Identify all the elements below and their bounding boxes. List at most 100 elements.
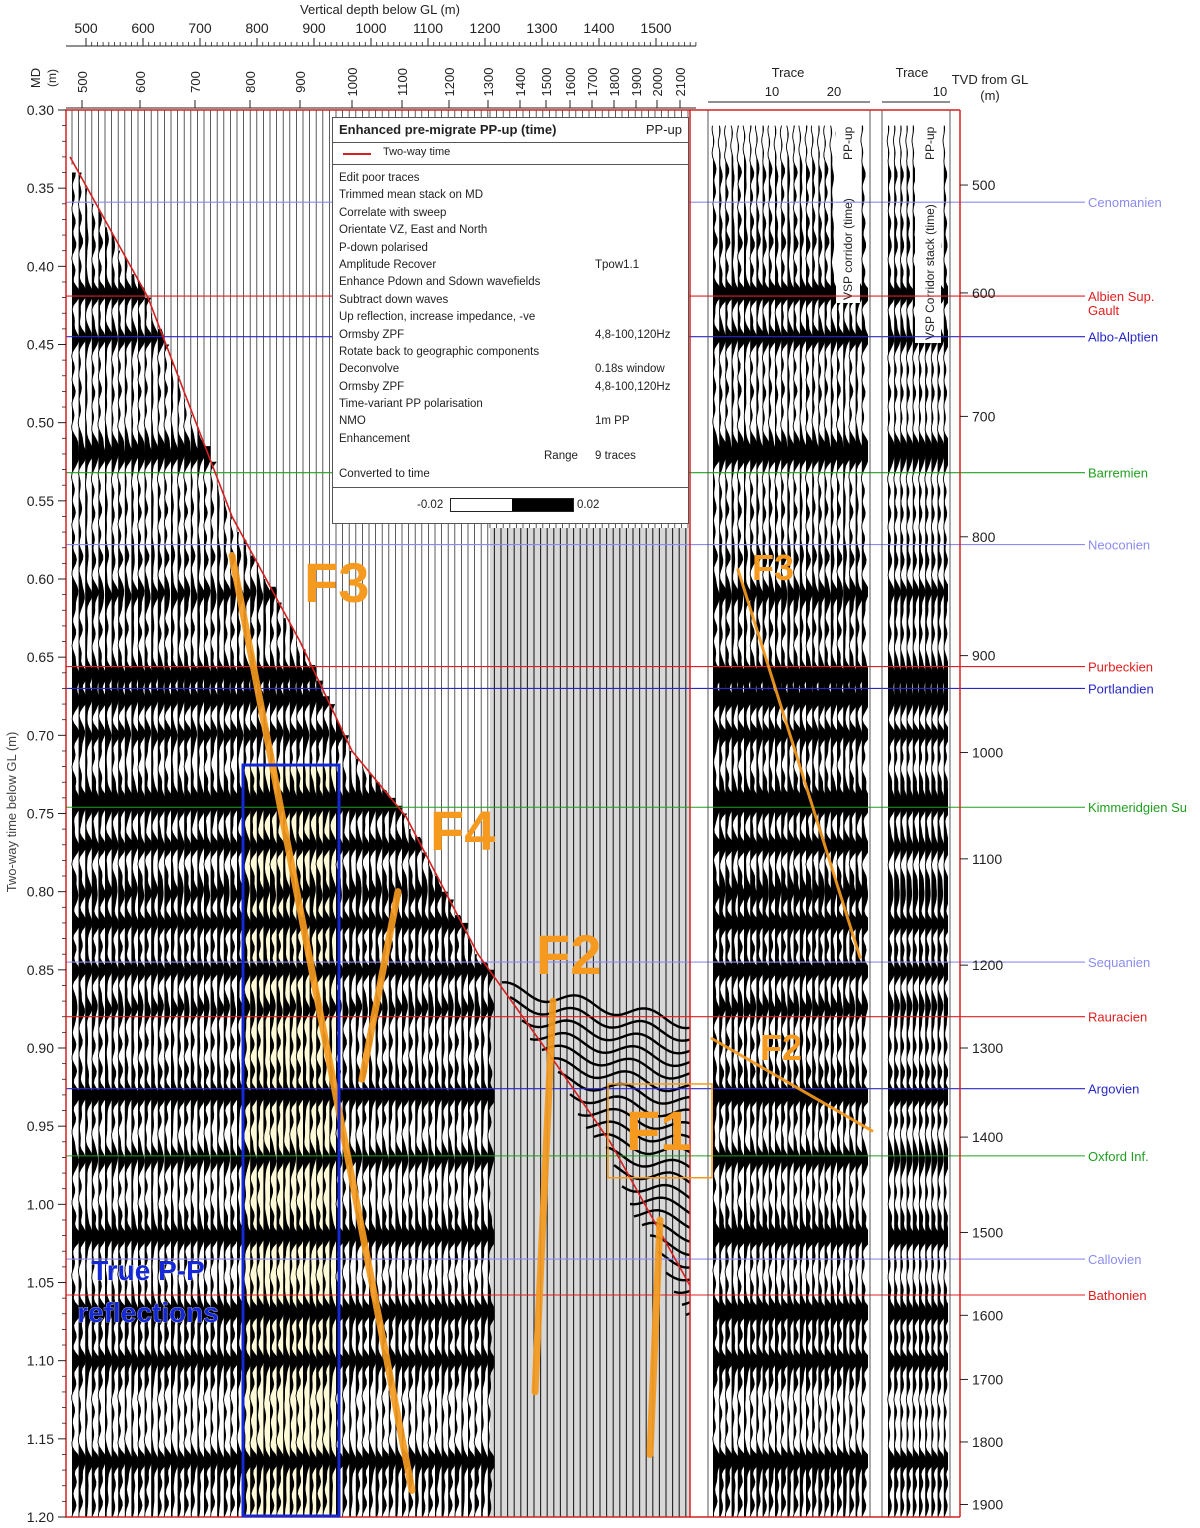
trace-fill xyxy=(296,641,304,1517)
trace-fill xyxy=(408,829,416,1517)
trace-fill xyxy=(731,125,739,1518)
left-axis-tick-label: 1.10 xyxy=(27,1353,54,1369)
right-axis-tick-label: 500 xyxy=(972,177,996,193)
dense-reflector xyxy=(541,1044,690,1080)
trace-fill xyxy=(210,461,218,1517)
scale-gradient xyxy=(450,498,574,512)
left-axis-tick-label: 1.05 xyxy=(27,1275,54,1291)
md-axis-tick-label: 1500 xyxy=(539,68,554,97)
dense-reflector xyxy=(593,1132,690,1156)
fault-f1-box xyxy=(607,1083,713,1179)
legend-tag: PP-up xyxy=(645,122,682,137)
processing-step: Rotate back to geographic components xyxy=(339,346,684,363)
dense-zone-bg xyxy=(490,528,690,1517)
trace-panel-1-header: Trace xyxy=(772,65,805,80)
two-way-time-curve xyxy=(69,156,691,1286)
trace-fill xyxy=(98,211,106,1518)
trace-fill xyxy=(912,125,920,1518)
md-axis-tick-label: 500 xyxy=(75,71,90,93)
left-axis-tick-label: 0.90 xyxy=(27,1040,54,1056)
trace-fill xyxy=(421,852,429,1517)
left-axis-tick-label: 0.50 xyxy=(27,415,54,431)
processing-step: Converted to time xyxy=(339,468,684,485)
trace-fill xyxy=(118,250,125,1518)
fault-f3-line xyxy=(228,552,416,1494)
left-axis-tick-label: 0.85 xyxy=(27,962,54,978)
trace-fill xyxy=(888,125,895,1518)
trace-fill xyxy=(725,125,733,1518)
top-axis-tick-label: 1100 xyxy=(413,20,443,36)
right-axis-tick-label: 1200 xyxy=(972,957,1003,973)
trace-fill xyxy=(762,125,770,1518)
horizon-label: Rauracien xyxy=(1088,1010,1147,1025)
processing-step-text: Rotate back to geographic components xyxy=(339,345,540,358)
trace-fill xyxy=(303,649,310,1517)
processing-step-text: Enhance Pdown and Sdown wavefields xyxy=(339,276,541,289)
trace-fill xyxy=(388,797,396,1517)
trace-fill xyxy=(316,680,323,1517)
processing-step-text: Correlate with sweep xyxy=(339,206,447,219)
processing-step-text: Converted to time xyxy=(339,467,430,480)
top-axis-tick-label: 1400 xyxy=(583,20,614,36)
processing-step-value: 9 traces xyxy=(595,450,636,463)
processing-step: Range 9 traces xyxy=(339,450,684,467)
md-axis-tick-label: 2100 xyxy=(673,68,688,97)
trace-fill xyxy=(151,313,158,1518)
md-axis-tick-label: 1700 xyxy=(585,68,600,97)
processing-step: Ormsby ZPF 4,8-100,120Hz xyxy=(339,329,684,346)
panel-2-vertical-tag: PP-up xyxy=(923,126,937,160)
dense-reflector xyxy=(621,1183,690,1200)
trace-fill xyxy=(861,125,868,1517)
right-axis-tick-label: 1700 xyxy=(972,1371,1003,1387)
processing-step: Time-variant PP polarisation xyxy=(339,398,684,415)
trace-fill xyxy=(309,665,317,1517)
md-axis-tick-label: 1400 xyxy=(513,68,528,97)
processing-step: Orientate VZ, East and North xyxy=(339,224,684,241)
trace-fill xyxy=(369,774,376,1517)
md-axis-tick-label: 2000 xyxy=(650,68,665,97)
right-axis-tick-label: 800 xyxy=(972,529,996,545)
trace-fill xyxy=(322,696,330,1517)
left-axis-tick-label: 0.60 xyxy=(27,571,54,587)
horizon-label: Portlandien xyxy=(1088,681,1154,696)
top-axis-tick-label: 1000 xyxy=(355,20,386,36)
horizon-label: Bathonien xyxy=(1088,1288,1147,1303)
md-axis-tick-label: 1100 xyxy=(395,68,410,96)
processing-step: Trimmed mean stack on MD xyxy=(339,189,684,206)
panel-1-label-bg xyxy=(836,113,860,303)
processing-step-text: Up reflection, increase impedance, -ve xyxy=(339,311,536,324)
right-axis-tick-label: 900 xyxy=(972,648,996,664)
trace-fill xyxy=(787,125,795,1518)
horizon-label: Oxford Inf. xyxy=(1088,1149,1149,1164)
fault-f1-line xyxy=(646,1216,664,1458)
trace-fill xyxy=(402,813,409,1517)
trace-fill xyxy=(781,125,789,1518)
horizon-label: Kimmeridgien Su xyxy=(1088,800,1187,815)
trace-fill xyxy=(461,922,469,1517)
trace-fill xyxy=(197,430,205,1517)
red-line-swatch xyxy=(343,153,371,155)
trace-fill xyxy=(843,125,851,1518)
fault-f2-line xyxy=(531,997,557,1396)
true-pp-box xyxy=(241,763,341,1518)
trace-fill xyxy=(85,188,92,1518)
left-axis-tick-label: 1.15 xyxy=(27,1431,54,1447)
trace-fill xyxy=(818,125,826,1518)
left-axis-tick-label: 0.30 xyxy=(27,102,54,118)
dense-reflector xyxy=(629,1196,690,1215)
right-axis-tick-label: 1900 xyxy=(972,1496,1003,1512)
trace-fill xyxy=(775,125,783,1518)
dense-reflector xyxy=(681,1301,690,1306)
trace-fill xyxy=(737,125,745,1518)
md-axis-tick-label: 1300 xyxy=(481,68,496,97)
trace-fill xyxy=(454,915,462,1517)
trace-fill xyxy=(937,125,944,1518)
trace-fill xyxy=(441,891,449,1517)
trace-panel-1-traces xyxy=(711,125,868,1518)
trace-fill xyxy=(171,360,178,1518)
trace-fill xyxy=(362,766,370,1517)
fault-f3-trace-line xyxy=(736,568,862,959)
top-axis-tick-label: 600 xyxy=(131,20,155,36)
trace-fill xyxy=(919,125,926,1518)
processing-step: Subtract down waves xyxy=(339,294,684,311)
